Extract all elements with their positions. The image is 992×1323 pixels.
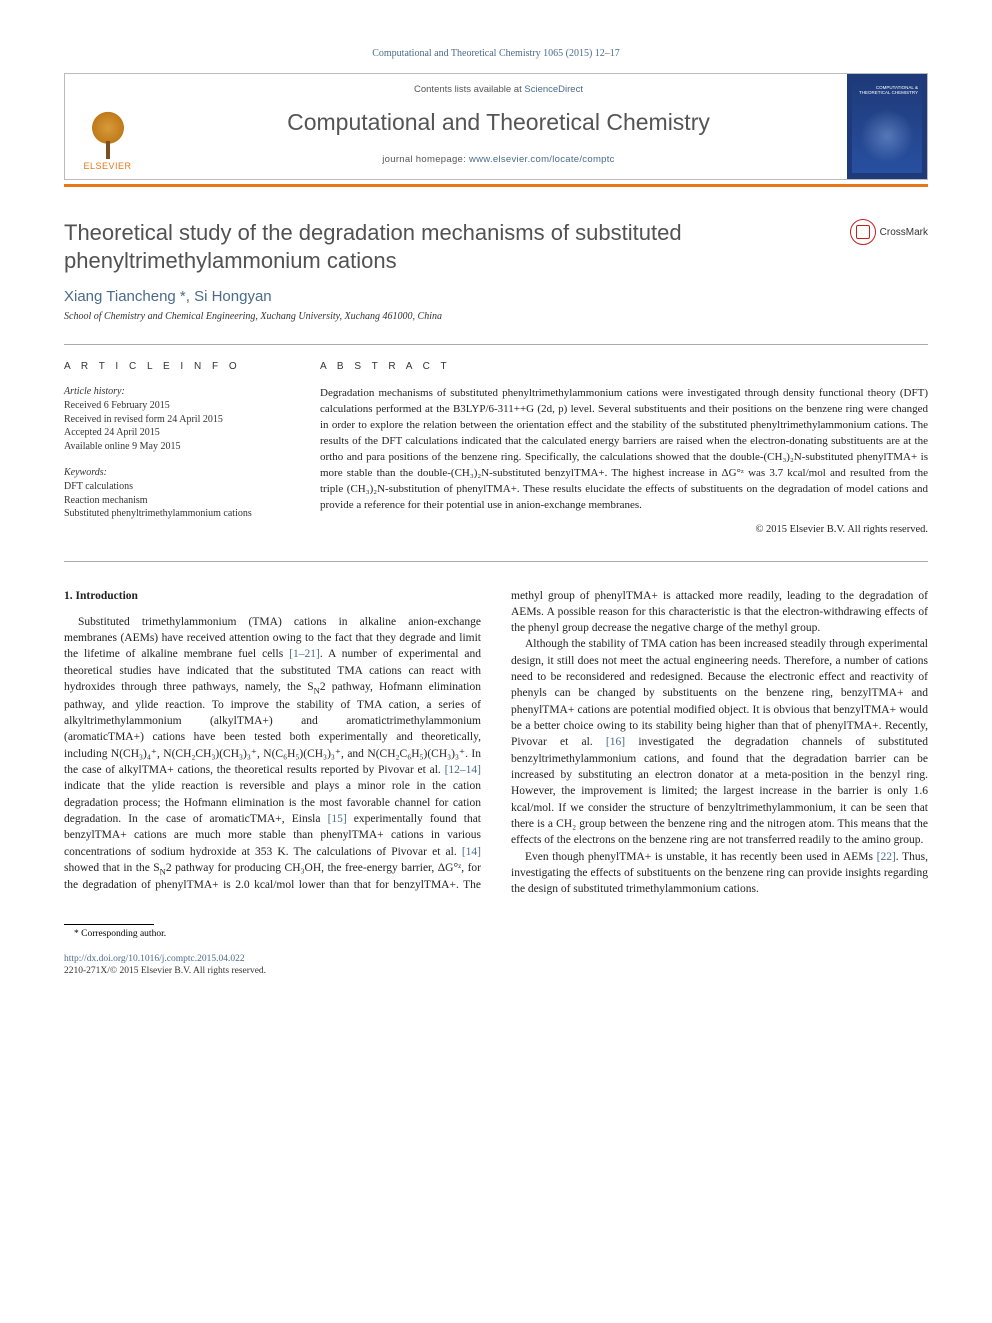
article-info-heading: A R T I C L E I N F O xyxy=(64,361,284,372)
body-text-span: showed that in the S xyxy=(64,862,160,874)
homepage-prefix: journal homepage: xyxy=(382,154,469,165)
cover-thumb-cell: COMPUTATIONAL & THEORETICAL CHEMISTRY xyxy=(847,74,927,179)
body-text-span: investigated the degradation channels of… xyxy=(511,736,928,846)
citation-link[interactable]: [1–21] xyxy=(289,648,320,660)
citation-link[interactable]: [16] xyxy=(606,736,625,748)
homepage-link[interactable]: www.elsevier.com/locate/comptc xyxy=(469,154,615,165)
publisher-name: ELSEVIER xyxy=(83,161,131,171)
history-line: Available online 9 May 2015 xyxy=(64,440,284,454)
keywords-heading: Keywords: xyxy=(64,467,284,478)
article-info-column: A R T I C L E I N F O Article history: R… xyxy=(64,361,284,535)
abstract-text: Degradation mechanisms of substituted ph… xyxy=(320,386,928,514)
contents-line: Contents lists available at ScienceDirec… xyxy=(158,84,839,95)
journal-header: ELSEVIER Contents lists available at Sci… xyxy=(64,73,928,180)
crossmark-icon xyxy=(850,219,876,245)
journal-name: Computational and Theoretical Chemistry xyxy=(158,109,839,136)
footnote-rule xyxy=(64,924,154,925)
journal-reference: Computational and Theoretical Chemistry … xyxy=(64,48,928,59)
history-line: Accepted 24 April 2015 xyxy=(64,426,284,440)
cover-molecule-icon xyxy=(860,109,914,163)
body-text-span: 2 pathway, Hofmann elimination pathway, … xyxy=(64,681,481,776)
authors: Xiang Tiancheng *, Si Hongyan xyxy=(64,288,928,305)
body-text-span: Although the stability of TMA cation has… xyxy=(511,638,928,748)
body-text: 1. Introduction Substituted trimethylamm… xyxy=(64,588,928,898)
homepage-line: journal homepage: www.elsevier.com/locat… xyxy=(158,154,839,165)
keyword: Reaction mechanism xyxy=(64,494,284,508)
abstract-copyright: © 2015 Elsevier B.V. All rights reserved… xyxy=(320,524,928,535)
issn-copyright: 2210-271X/© 2015 Elsevier B.V. All right… xyxy=(64,965,928,977)
paragraph: Even though phenylTMA+ is unstable, it h… xyxy=(511,849,928,898)
section-divider xyxy=(64,561,928,562)
citation-link[interactable]: [14] xyxy=(462,846,481,858)
body-text-span: Even though phenylTMA+ is unstable, it h… xyxy=(525,851,877,863)
cover-label: COMPUTATIONAL & THEORETICAL CHEMISTRY xyxy=(852,85,918,96)
elsevier-tree-icon xyxy=(84,111,132,159)
page-footer: http://dx.doi.org/10.1016/j.comptc.2015.… xyxy=(64,953,928,978)
journal-cover-thumb: COMPUTATIONAL & THEORETICAL CHEMISTRY xyxy=(852,81,922,173)
paragraph: Although the stability of TMA cation has… xyxy=(511,636,928,848)
abstract-column: A B S T R A C T Degradation mechanisms o… xyxy=(320,361,928,535)
article-title: Theoretical study of the degradation mec… xyxy=(64,219,850,274)
citation-link[interactable]: [15] xyxy=(328,813,347,825)
header-center: Contents lists available at ScienceDirec… xyxy=(150,74,847,179)
elsevier-logo: ELSEVIER xyxy=(83,111,131,171)
citation-link[interactable]: [12–14] xyxy=(445,764,481,776)
history-heading: Article history: xyxy=(64,386,284,397)
crossmark-widget[interactable]: CrossMark xyxy=(850,219,928,245)
crossmark-label: CrossMark xyxy=(880,227,928,238)
keyword: DFT calculations xyxy=(64,480,284,494)
contents-prefix: Contents lists available at xyxy=(414,84,524,95)
affiliation: School of Chemistry and Chemical Enginee… xyxy=(64,311,928,322)
publisher-logo-cell: ELSEVIER xyxy=(65,74,150,179)
sciencedirect-link[interactable]: ScienceDirect xyxy=(524,84,583,95)
corresponding-author-footnote: * Corresponding author. xyxy=(64,929,928,939)
history-line: Received 6 February 2015 xyxy=(64,399,284,413)
doi-link[interactable]: http://dx.doi.org/10.1016/j.comptc.2015.… xyxy=(64,953,928,965)
section-heading: 1. Introduction xyxy=(64,588,481,604)
keyword: Substituted phenyltrimethylammonium cati… xyxy=(64,507,284,521)
orange-divider xyxy=(64,184,928,187)
citation-link[interactable]: [22] xyxy=(877,851,896,863)
history-line: Received in revised form 24 April 2015 xyxy=(64,413,284,427)
abstract-heading: A B S T R A C T xyxy=(320,361,928,372)
